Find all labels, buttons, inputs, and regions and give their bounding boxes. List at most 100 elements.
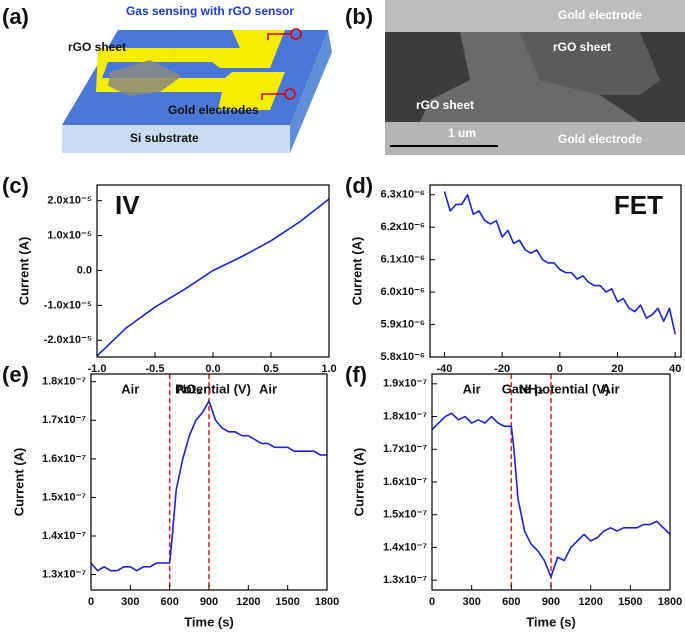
x-tick-label: 0	[557, 363, 563, 375]
x-tick-label: 0	[429, 596, 435, 608]
x-tick-label: 300	[462, 596, 480, 608]
panel-label: (e)	[2, 362, 29, 387]
x-tick-label: 1800	[315, 596, 339, 608]
substrate-front	[62, 125, 290, 153]
panel-label: (f)	[345, 362, 367, 387]
x-tick-label: -20	[494, 363, 510, 375]
panel-label: (c)	[2, 173, 29, 198]
x-tick-label: 20	[611, 363, 623, 375]
x-axis-title: Time (s)	[184, 614, 234, 629]
y-axis-title: Current (A)	[11, 448, 26, 517]
scale-bar-label: 1 um	[448, 126, 476, 140]
electrode-top	[170, 30, 285, 68]
x-tick-label: 0.5	[263, 363, 278, 375]
annotation: FET	[614, 190, 663, 220]
x-axis-title: Gate potential (V)	[502, 381, 610, 396]
panel-label: (a)	[2, 4, 29, 29]
panel-label: (b)	[345, 4, 373, 29]
electrode-label: Gold electrode	[558, 8, 642, 22]
y-tick-label: 1.5x10⁻⁷	[383, 509, 427, 521]
contact	[290, 28, 302, 40]
x-tick-label: -0.5	[146, 363, 165, 375]
x-tick-label: 1200	[578, 596, 602, 608]
y-tick-label: 1.0x10⁻⁵	[47, 229, 92, 241]
y-tick-label: 1.7x10⁻⁷	[42, 414, 86, 426]
y-tick-label: -2.0x10⁻⁵	[44, 334, 92, 346]
y-tick-label: 1.9x10⁻⁷	[383, 378, 427, 390]
x-axis-title: Potential (V)	[175, 381, 251, 396]
y-tick-label: 6.2x10⁻⁶	[380, 221, 425, 233]
x-axis-title: Time (s)	[526, 614, 576, 629]
region-label: Air	[121, 381, 139, 396]
region-label: Air	[259, 381, 277, 396]
y-tick-label: 0.0	[77, 264, 92, 276]
substrate-side	[290, 30, 332, 153]
substrate-label: Si substrate	[130, 131, 199, 145]
rgo-label: rGO sheet	[416, 98, 474, 112]
electrode-label: Gold electrodes	[168, 103, 259, 117]
sem-rgo	[520, 32, 660, 95]
x-tick-label: 1.0	[321, 363, 336, 375]
x-tick-label: 1200	[236, 596, 260, 608]
x-tick-label: -40	[436, 363, 452, 375]
y-axis-title: Current (A)	[351, 448, 366, 517]
electrode-bottom	[170, 72, 285, 110]
region-label: NO₂	[177, 381, 203, 396]
x-tick-label: 900	[542, 596, 560, 608]
y-tick-label: 6.1x10⁻⁶	[380, 254, 425, 266]
y-tick-label: 2.0x10⁻⁵	[47, 195, 92, 207]
y-tick-label: 6.0x10⁻⁶	[380, 286, 425, 298]
electrode-label: Gold electrode	[558, 132, 642, 146]
contact	[284, 88, 296, 100]
y-tick-label: 1.3x10⁻⁷	[42, 568, 86, 580]
y-tick-label: 1.8x10⁻⁷	[42, 376, 86, 388]
y-tick-label: 5.9x10⁻⁶	[380, 318, 425, 330]
x-tick-label: 600	[160, 596, 178, 608]
sem-electrode	[385, 0, 685, 32]
x-tick-label: 1800	[658, 596, 682, 608]
y-tick-label: 1.7x10⁻⁷	[383, 443, 427, 455]
panel-label: (d)	[345, 173, 373, 198]
y-axis-title: Current (A)	[349, 237, 364, 306]
rgo-label: rGO sheet	[68, 40, 126, 54]
y-tick-label: 1.6x10⁻⁷	[383, 476, 427, 488]
x-tick-label: 300	[121, 596, 139, 608]
rgo-label: rGO sheet	[553, 40, 611, 54]
x-tick-label: 1500	[618, 596, 642, 608]
sem-rgo	[420, 32, 640, 122]
panel-b: (b) Gold electrode Gold electrode rGO sh…	[345, 0, 685, 155]
y-tick-label: 1.4x10⁻⁷	[42, 530, 86, 542]
y-tick-label: 6.3x10⁻⁶	[380, 189, 425, 201]
x-tick-label: 0.0	[205, 363, 220, 375]
x-tick-label: 0	[88, 596, 94, 608]
y-tick-label: 1.5x10⁻⁷	[42, 491, 86, 503]
y-tick-label: -1.0x10⁻⁵	[44, 299, 92, 311]
annotation: IV	[115, 190, 140, 220]
region-label: Air	[463, 381, 481, 396]
y-tick-label: 1.3x10⁻⁷	[383, 574, 427, 586]
lead	[261, 93, 286, 100]
panel-title: Gas sensing with rGO sensor	[126, 4, 294, 18]
x-tick-label: 900	[200, 596, 218, 608]
x-tick-label: 600	[502, 596, 520, 608]
panel-a: (a) Gas sensing with rGO sensor rGO shee…	[2, 4, 332, 153]
region-label: NH₃	[519, 381, 544, 396]
plot-frame	[429, 184, 682, 358]
y-tick-label: 1.6x10⁻⁷	[42, 453, 86, 465]
data-line	[90, 400, 327, 572]
data-line	[443, 191, 677, 335]
sem-electrode	[385, 122, 685, 155]
x-tick-label: 1500	[275, 596, 299, 608]
y-tick-label: 1.4x10⁻⁷	[383, 541, 427, 553]
region-label: Air	[601, 381, 619, 396]
data-line	[431, 412, 671, 578]
lead	[267, 33, 292, 40]
y-tick-label: 5.8x10⁻⁶	[380, 351, 425, 363]
rgo-sheet	[108, 60, 182, 96]
y-axis-title: Current (A)	[16, 237, 31, 306]
x-tick-label: -1.0	[88, 363, 107, 375]
data-line	[96, 198, 330, 357]
y-tick-label: 1.8x10⁻⁷	[383, 410, 427, 422]
x-tick-label: 40	[669, 363, 681, 375]
